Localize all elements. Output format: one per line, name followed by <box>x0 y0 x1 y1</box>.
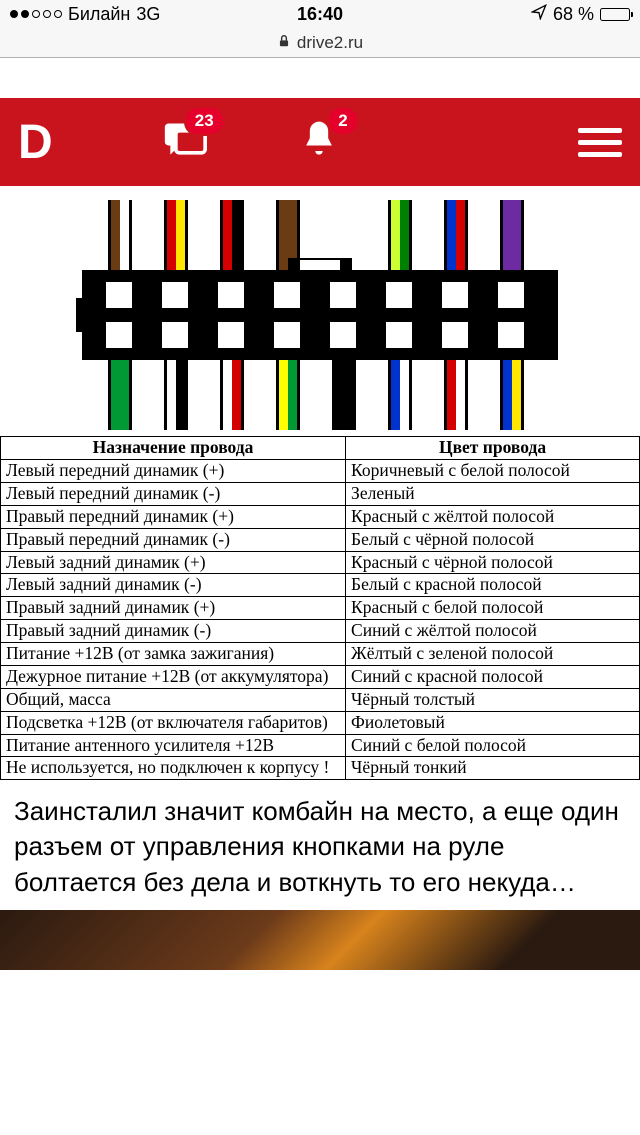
table-row: Подсветка +12В (от включателя габаритов)… <box>1 711 640 734</box>
clock: 16:40 <box>297 4 343 25</box>
ios-status-bar: Билайн 3G 16:40 68 % <box>0 0 640 28</box>
table-row: Дежурное питание +12В (от аккумулятора)С… <box>1 665 640 688</box>
table-row: Правый задний динамик (-)Синий с жёлтой … <box>1 620 640 643</box>
table-row: Не используется, но подключен к корпусу … <box>1 757 640 780</box>
table-header-color: Цвет провода <box>346 437 640 460</box>
lock-icon <box>277 33 291 53</box>
browser-url-bar[interactable]: drive2.ru <box>0 28 640 58</box>
page-content: …ь в и…е и н…кнул…на …акую картинку (спа… <box>0 58 640 970</box>
menu-button[interactable] <box>578 121 622 164</box>
table-row: Питание +12В (от замка зажигания)Жёлтый … <box>1 643 640 666</box>
signal-strength-icon <box>10 10 62 18</box>
site-navbar: D 23 2 <box>0 98 640 186</box>
table-row: Левый задний динамик (-)Белый с красной … <box>1 574 640 597</box>
messages-badge: 23 <box>184 106 225 136</box>
location-icon <box>531 4 547 25</box>
url-host: drive2.ru <box>297 33 363 53</box>
table-row: Правый задний динамик (+)Красный с белой… <box>1 597 640 620</box>
carrier-label: Билайн <box>68 4 130 25</box>
notifications-button[interactable]: 2 <box>297 118 341 167</box>
table-row: Питание антенного усилителя +12ВСиний с … <box>1 734 640 757</box>
battery-pct: 68 % <box>553 4 594 25</box>
table-row: Левый передний динамик (+)Коричневый с б… <box>1 460 640 483</box>
connector-diagram <box>0 194 640 436</box>
notifications-badge: 2 <box>327 106 358 136</box>
table-row: Правый передний динамик (-)Белый с чёрно… <box>1 528 640 551</box>
table-row: Правый передний динамик (+)Красный с жёл… <box>1 505 640 528</box>
table-header-purpose: Назначение провода <box>1 437 346 460</box>
table-row: Общий, массаЧёрный толстый <box>1 688 640 711</box>
table-row: Левый передний динамик (-)Зеленый <box>1 482 640 505</box>
pinout-table: Назначение провода Цвет провода Левый пе… <box>0 436 640 780</box>
battery-icon <box>600 8 630 21</box>
table-row: Левый задний динамик (+)Красный с чёрной… <box>1 551 640 574</box>
messages-button[interactable]: 23 <box>163 118 207 167</box>
site-logo[interactable]: D <box>18 115 53 170</box>
network-label: 3G <box>136 4 160 25</box>
photo-preview[interactable] <box>0 910 640 970</box>
article-paragraph-2: Заинсталил значит комбайн на место, а ещ… <box>0 780 640 909</box>
